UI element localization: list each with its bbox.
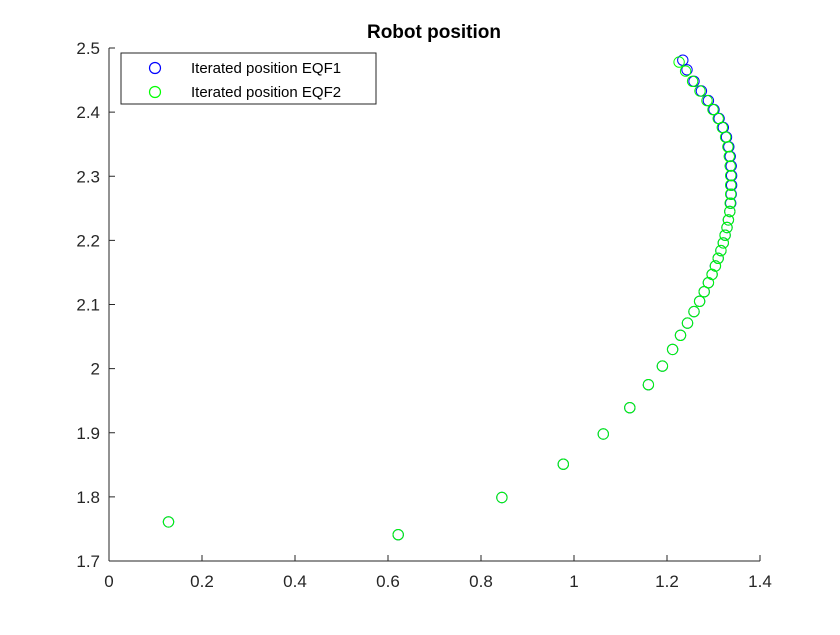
data-point bbox=[715, 244, 727, 257]
data-point bbox=[706, 268, 718, 281]
data-point bbox=[694, 85, 706, 97]
legend-box bbox=[120, 52, 377, 105]
x-tick-label: 1 bbox=[569, 572, 578, 591]
plot-area bbox=[162, 54, 738, 541]
y-tick-label: 2.2 bbox=[76, 231, 100, 250]
data-point bbox=[674, 329, 687, 341]
x-tick-label: 0 bbox=[104, 572, 113, 591]
data-point bbox=[717, 237, 729, 249]
data-point bbox=[725, 188, 737, 200]
x-tick-label: 0.4 bbox=[283, 572, 307, 591]
data-point bbox=[724, 197, 736, 209]
x-tick-label: 1.2 bbox=[655, 572, 679, 591]
data-point bbox=[719, 229, 731, 241]
legend-entry-label: Iterated position EQF2 bbox=[191, 84, 341, 101]
legend-marker bbox=[148, 85, 162, 99]
data-point bbox=[666, 343, 679, 356]
data-point bbox=[557, 458, 569, 470]
data-point bbox=[642, 379, 655, 391]
legend-marker bbox=[148, 61, 162, 75]
y-tick-label: 2 bbox=[91, 360, 100, 379]
data-point bbox=[679, 65, 692, 77]
legend: Iterated position EQF1 Iterated position … bbox=[120, 52, 377, 105]
data-point bbox=[681, 64, 693, 76]
chart-title: Robot position bbox=[367, 22, 501, 43]
data-point bbox=[686, 75, 699, 88]
data-point bbox=[673, 56, 685, 68]
data-point bbox=[624, 402, 636, 414]
data-point bbox=[688, 305, 700, 318]
data-point bbox=[724, 205, 736, 218]
data-point bbox=[162, 516, 175, 528]
data-point bbox=[681, 317, 694, 329]
data-point bbox=[721, 221, 733, 234]
data-point bbox=[392, 529, 404, 541]
data-point bbox=[656, 360, 669, 372]
x-tick-label: 0.8 bbox=[469, 572, 493, 591]
data-point bbox=[496, 491, 508, 504]
data-point bbox=[707, 103, 719, 116]
y-tick-label: 2.5 bbox=[76, 39, 100, 58]
y-tick-label: 1.7 bbox=[76, 552, 100, 571]
data-point bbox=[712, 252, 724, 264]
data-point bbox=[597, 428, 609, 440]
legend-entry-label: Iterated position EQF1 bbox=[191, 60, 341, 77]
data-point bbox=[693, 295, 706, 307]
data-point bbox=[725, 169, 737, 182]
data-point bbox=[701, 94, 713, 107]
y-tick-label: 2.1 bbox=[76, 296, 100, 315]
data-point bbox=[724, 160, 736, 172]
data-point bbox=[723, 150, 735, 163]
axes-background bbox=[109, 48, 760, 561]
x-tick-label: 1.4 bbox=[748, 572, 772, 591]
data-point bbox=[725, 179, 737, 191]
data-point bbox=[712, 112, 724, 125]
axes: 0 0.2 0.4 0.6 0.8 1 1.2 1.4 1.7 1.8 1.9 2 2.1 2.2 2.3 2… bbox=[76, 39, 771, 591]
y-tick-label: 1.8 bbox=[76, 488, 100, 507]
x-tick-label: 0.2 bbox=[190, 572, 214, 591]
x-tick-label: 0.6 bbox=[376, 572, 400, 591]
y-tick-label: 2.3 bbox=[76, 167, 100, 186]
y-tick-label: 2.4 bbox=[76, 103, 100, 122]
data-point bbox=[722, 214, 735, 226]
y-tick-label: 1.9 bbox=[76, 424, 100, 443]
data-point bbox=[709, 260, 722, 272]
series-2 bbox=[162, 56, 737, 541]
